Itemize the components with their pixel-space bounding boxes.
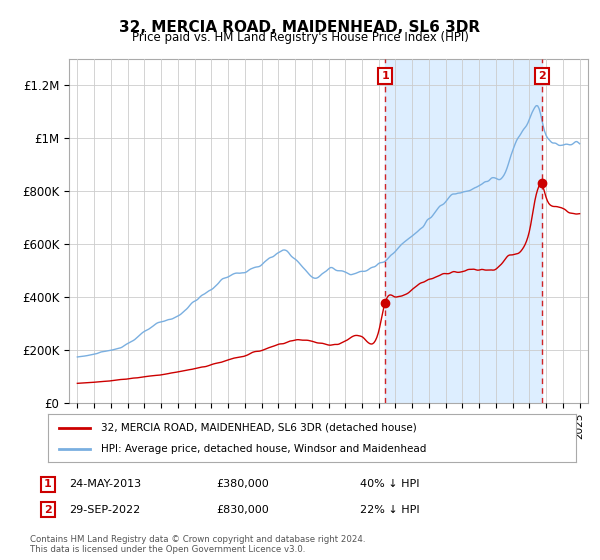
Bar [385,59,542,403]
Text: £830,000: £830,000 [216,505,269,515]
Text: 2: 2 [538,71,546,81]
Text: 32, MERCIA ROAD, MAIDENHEAD, SL6 3DR (detached house): 32, MERCIA ROAD, MAIDENHEAD, SL6 3DR (de… [101,423,416,433]
Text: 32, MERCIA ROAD, MAIDENHEAD, SL6 3DR: 32, MERCIA ROAD, MAIDENHEAD, SL6 3DR [119,20,481,35]
Text: 1: 1 [381,71,389,81]
Text: 22% ↓ HPI: 22% ↓ HPI [360,505,419,515]
Text: £380,000: £380,000 [216,479,269,489]
Text: 24-MAY-2013: 24-MAY-2013 [69,479,141,489]
Text: Contains HM Land Registry data © Crown copyright and database right 2024.
This d: Contains HM Land Registry data © Crown c… [30,535,365,554]
Text: 1: 1 [44,479,52,489]
Text: 40% ↓ HPI: 40% ↓ HPI [360,479,419,489]
Text: 29-SEP-2022: 29-SEP-2022 [69,505,140,515]
Text: Price paid vs. HM Land Registry's House Price Index (HPI): Price paid vs. HM Land Registry's House … [131,31,469,44]
Text: HPI: Average price, detached house, Windsor and Maidenhead: HPI: Average price, detached house, Wind… [101,444,426,454]
Text: 2: 2 [44,505,52,515]
